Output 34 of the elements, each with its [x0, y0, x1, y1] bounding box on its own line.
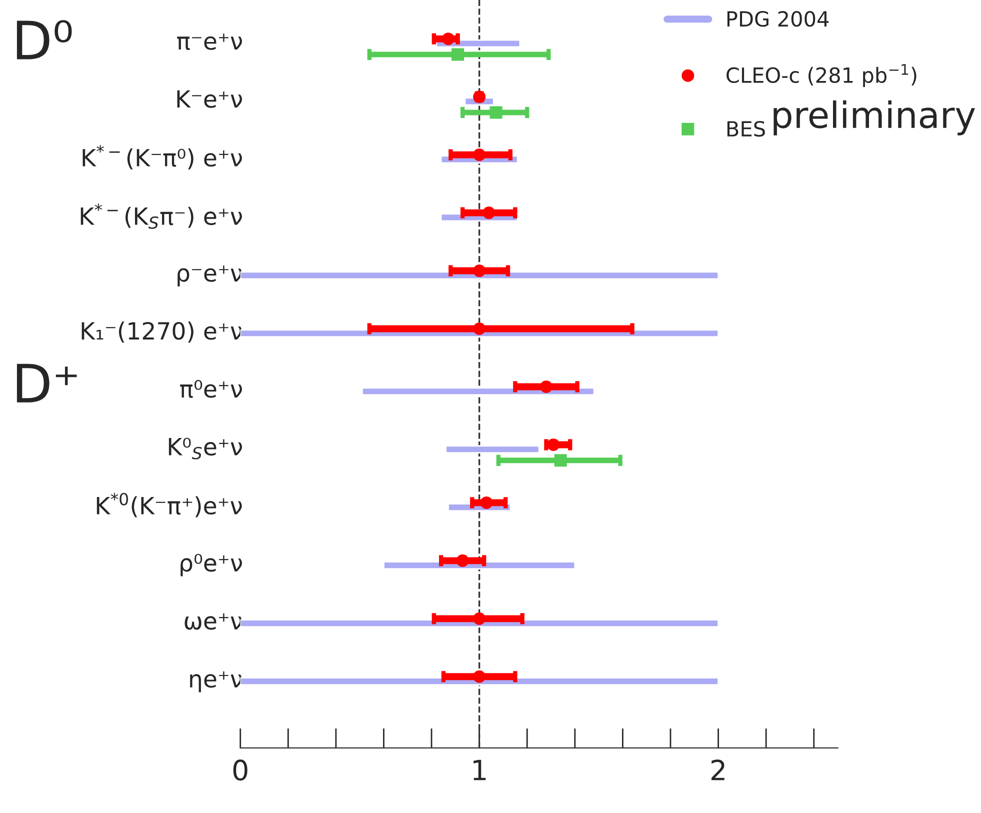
y-tick-label: K$^{*−}$(K⁻π⁰) e⁺ν — [82, 145, 242, 170]
y-tick-label: ωe⁺ν — [184, 613, 242, 630]
x-tick-label: 1 — [474, 760, 486, 780]
y-tick-label: K$^{*−}$(K$_{S}$π⁻) e⁺ν — [80, 203, 242, 229]
point — [473, 90, 486, 104]
annotation: preliminary — [774, 100, 976, 136]
point — [547, 438, 560, 451]
y-tick-label: K₁⁻(1270) e⁺ν — [82, 322, 242, 343]
text: D⁰ — [16, 20, 72, 60]
y-tick-label: ρ⁻e⁺ν — [178, 265, 242, 286]
point — [540, 380, 552, 393]
legend-label: BES — [727, 120, 765, 137]
point — [473, 264, 486, 278]
point — [442, 32, 454, 46]
legend-label: PDG 2004 — [727, 10, 829, 27]
text: D⁺ — [16, 364, 77, 402]
y-tick-label: ηe⁺ν — [190, 671, 242, 692]
y-tick-label: K⁻e⁺ν — [177, 90, 242, 108]
x-tick-label: 0 — [233, 760, 248, 781]
point — [473, 670, 486, 683]
y-tick-label: ρ⁰e⁺ν — [180, 554, 242, 576]
y-tick-label: K⁰$_{S}$e⁺ν — [168, 438, 242, 460]
legend-label: CLEO-c (281 pb$^{−1}$) — [726, 64, 916, 88]
point — [473, 148, 486, 162]
y-tick-label: π⁰e⁺ν — [180, 380, 242, 398]
point — [473, 322, 486, 336]
point — [482, 206, 496, 220]
point — [473, 612, 486, 625]
point — [480, 496, 493, 509]
x-tick-label: 2 — [711, 760, 724, 780]
point — [456, 554, 469, 567]
y-tick-label: π⁻e⁺ν — [177, 34, 242, 50]
y-tick-label: K$^{*0}$(K⁻π⁺)e⁺ν — [96, 492, 242, 518]
bar — [445, 445, 540, 454]
